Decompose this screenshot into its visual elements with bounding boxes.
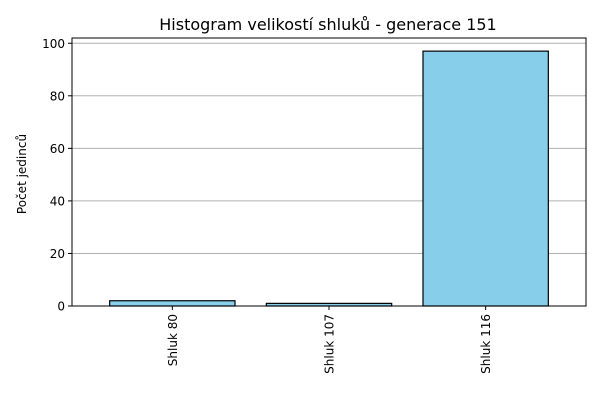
y-tick-label: 40: [50, 194, 65, 208]
x-axis-ticks: Shluk 80 Shluk 107 Shluk 116: [166, 306, 493, 374]
y-axis-label: Počet jedinců: [15, 134, 29, 214]
y-tick-label: 60: [50, 142, 65, 156]
bar: [109, 300, 236, 307]
bar: [422, 50, 549, 307]
x-tick-label: Shluk 116: [479, 314, 493, 374]
x-tick-label: Shluk 107: [323, 314, 337, 374]
y-axis-ticks: 0 20 40 60 80 100: [42, 37, 72, 314]
y-tick-label: 80: [50, 89, 65, 103]
bars: [109, 50, 549, 307]
x-tick-label: Shluk 80: [166, 314, 180, 366]
chart-title: Histogram velikostí shluků - generace 15…: [159, 15, 496, 34]
plot-frame: [71, 37, 587, 307]
y-tick-label: 0: [57, 300, 65, 314]
y-tick-label: 100: [42, 37, 65, 51]
y-tick-label: 20: [50, 247, 65, 261]
